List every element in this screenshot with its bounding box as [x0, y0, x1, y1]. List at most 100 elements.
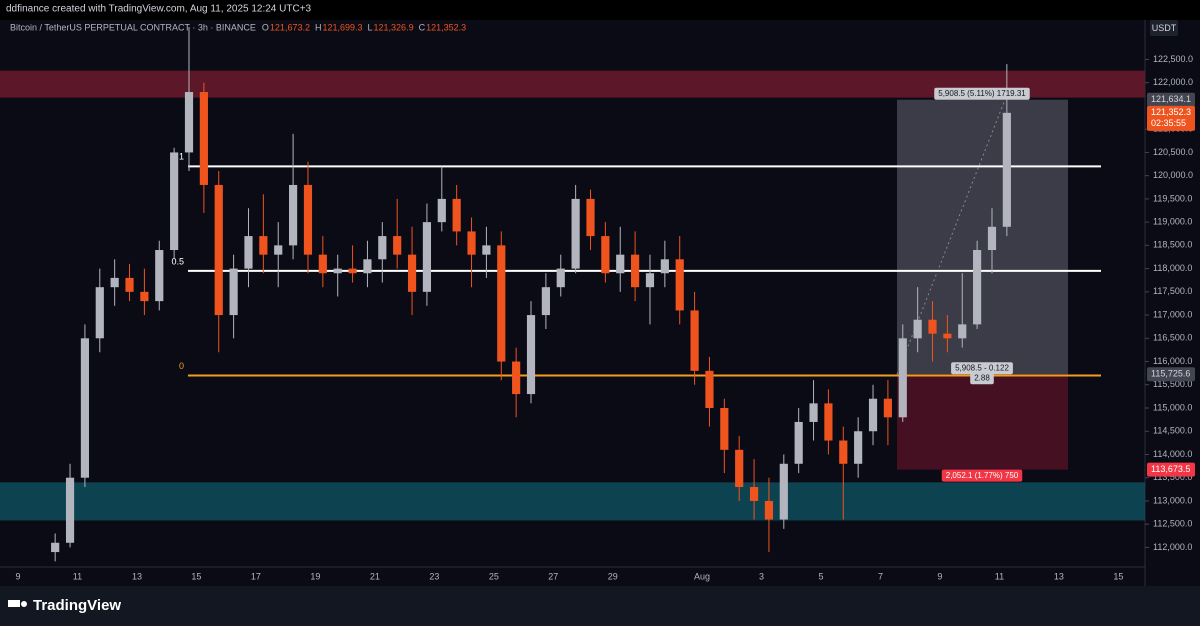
candle-body	[422, 222, 432, 292]
y-tick-label: 119,500.0	[1153, 193, 1192, 203]
candle-body	[735, 449, 744, 488]
position-label-box	[934, 87, 1030, 100]
candle-body	[348, 268, 357, 274]
symbol: Bitcoin / TetherUS PERPETUAL CONTRACT · …	[10, 22, 256, 32]
ohlc-key: H	[315, 22, 322, 32]
candle-body	[824, 403, 833, 441]
position-label: 5,908.5 (5.11%) 1719.31	[938, 89, 1026, 98]
candle-body	[244, 236, 253, 269]
candle-body	[541, 287, 550, 316]
y-tick-label: 112,500.0	[1153, 519, 1192, 529]
candle-body	[303, 184, 313, 255]
candle-body	[556, 268, 565, 288]
candle-body	[110, 277, 119, 288]
candle-body	[690, 310, 699, 371]
x-tick-label: Aug	[694, 571, 710, 581]
profit-zone	[897, 99, 1068, 375]
currency: USDT	[1152, 23, 1177, 33]
candle-body	[660, 259, 669, 274]
candle-body	[526, 315, 536, 395]
position-label: 2,052.1 (1.77%) 750	[946, 471, 1019, 480]
x-tick-label: 15	[1113, 571, 1123, 581]
candle-body	[794, 421, 803, 464]
candle-body	[616, 254, 625, 274]
zone	[0, 482, 1145, 521]
candle-body	[452, 198, 461, 232]
ohlc-value: 121,699.3	[322, 22, 362, 32]
candle-body	[987, 226, 997, 251]
y-tick-label: 118,000.0	[1153, 263, 1192, 273]
x-tick-label: 3	[759, 571, 764, 581]
candle-body	[184, 92, 194, 153]
candle-body	[259, 236, 268, 255]
fib-label: 0.5	[171, 256, 184, 266]
trade-line	[896, 99, 1006, 375]
header-bar	[0, 0, 1200, 20]
candle-body	[631, 254, 640, 288]
position-label: 5,908.5 - 0.122	[955, 363, 1009, 372]
y-tick-label: 112,000.0	[1153, 542, 1192, 552]
candle-body	[140, 291, 149, 302]
candle-body	[1002, 112, 1011, 227]
x-tick-label: 11	[995, 571, 1004, 581]
x-tick-label: 19	[310, 571, 320, 581]
ohlc-value: 121,352.3	[426, 22, 466, 32]
last-price: 121,352.3	[1151, 107, 1191, 117]
price-label: 121,634.1	[1151, 94, 1191, 104]
candle-body	[482, 245, 491, 255]
position-label-box	[951, 362, 1013, 375]
position-label-box	[970, 372, 994, 385]
candle-body	[868, 398, 878, 432]
candle-body	[199, 92, 208, 185]
y-tick-label: 115,000.0	[1153, 402, 1192, 412]
x-tick-label: 17	[251, 571, 261, 581]
candle-body	[973, 250, 982, 325]
candle-body	[675, 259, 684, 311]
ohlc-key: C	[419, 22, 426, 32]
x-tick-label: 7	[878, 571, 883, 581]
price-label: 113,673.5	[1151, 464, 1190, 474]
candle-body	[809, 403, 818, 422]
logo	[8, 600, 27, 607]
x-tick-label: 29	[608, 571, 618, 581]
y-tick-label: 119,000.0	[1153, 217, 1192, 227]
y-tick-label: 116,500.0	[1153, 333, 1192, 343]
brand: TradingView	[33, 597, 121, 614]
candle-body	[407, 254, 417, 292]
candle-body	[289, 184, 298, 246]
candle-body	[229, 268, 238, 316]
loss-zone	[897, 374, 1068, 470]
price-label-box	[1147, 367, 1195, 382]
last-price-box	[1147, 105, 1195, 131]
countdown: 02:35:55	[1151, 118, 1186, 128]
candle-body	[65, 477, 75, 543]
x-tick-label: 23	[429, 571, 439, 581]
candle-body	[958, 324, 967, 339]
candle-body	[155, 250, 164, 302]
candle-body	[467, 231, 476, 255]
y-tick-label: 113,500.0	[1153, 472, 1192, 482]
x-tick-label: 13	[132, 571, 142, 581]
candle-body	[764, 500, 774, 520]
position-label: 2.88	[974, 373, 990, 382]
candle-body	[779, 463, 788, 520]
candle-body	[749, 487, 759, 501]
candle-body	[80, 338, 90, 478]
y-tick-label: 115,500.0	[1153, 379, 1192, 389]
candle-body	[393, 236, 402, 255]
y-tick-label: 117,000.0	[1153, 309, 1192, 319]
x-tick-label: 13	[1054, 571, 1064, 581]
candle-body	[883, 398, 892, 418]
candle-body	[720, 408, 729, 450]
candle-body	[839, 440, 848, 464]
x-tick-label: 25	[489, 571, 499, 581]
ohlc-value: 121,326.9	[374, 22, 414, 32]
x-tick-label: 9	[937, 571, 942, 581]
candle-body	[497, 245, 506, 362]
candle-body	[170, 152, 179, 251]
candle-body	[943, 333, 952, 339]
x-tick-label: 15	[191, 571, 201, 581]
price-label-box	[1147, 92, 1195, 107]
